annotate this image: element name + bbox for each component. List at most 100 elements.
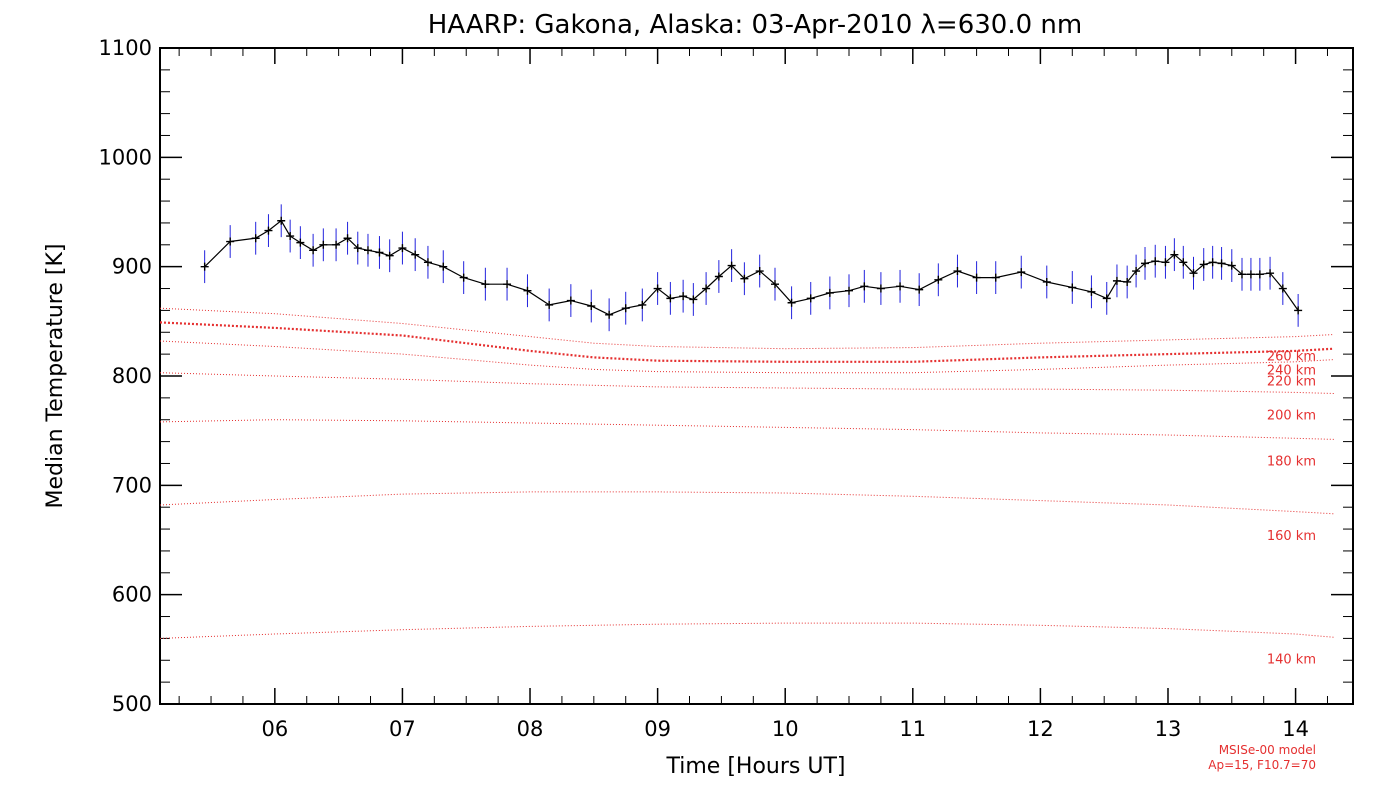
chart-title: HAARP: Gakona, Alaska: 03-Apr-2010 λ=630…: [428, 10, 1082, 40]
data-point: [296, 238, 305, 247]
data-point: [319, 240, 328, 249]
data-point: [1217, 259, 1226, 268]
x-tick-label: 10: [772, 717, 799, 741]
data-point: [1123, 277, 1132, 286]
x-tick-label: 08: [517, 717, 544, 741]
data-point: [972, 273, 981, 282]
x-axis-label: Time [Hours UT]: [666, 754, 846, 779]
data-point: [1199, 260, 1208, 269]
x-tick-label: 14: [1282, 717, 1309, 741]
data-point: [896, 282, 905, 291]
data-point: [1087, 287, 1096, 296]
data-point: [1151, 257, 1160, 266]
data-point: [503, 280, 512, 289]
data-point: [309, 246, 318, 255]
plot-frame: [159, 47, 1354, 705]
data-point: [411, 250, 420, 259]
model-note-line1: MSISe-00 model: [1219, 743, 1316, 757]
model-curve: [159, 622, 1334, 639]
data-point: [1112, 276, 1121, 285]
data-point: [1170, 250, 1179, 259]
data-point: [363, 246, 372, 255]
data-point: [1246, 270, 1255, 279]
y-tick-label: 600: [112, 583, 152, 607]
data-point: [385, 251, 394, 260]
data-point: [638, 300, 647, 309]
data-point: [566, 296, 575, 305]
data-point: [1227, 261, 1236, 270]
model-curve-label: 260 km: [1267, 349, 1316, 364]
y-tick-label: 700: [112, 473, 152, 497]
model-curve-label: 160 km: [1267, 529, 1316, 544]
model-curve: [159, 340, 1334, 374]
data-point: [934, 275, 943, 284]
data-point: [679, 292, 688, 301]
model-curve: [159, 307, 1334, 350]
data-point: [1255, 270, 1264, 279]
data-point: [523, 286, 532, 295]
model-curve: [159, 372, 1334, 394]
data-point: [1237, 270, 1246, 279]
model-curve-label: 240 km: [1267, 364, 1316, 379]
x-tick-label: 07: [389, 717, 416, 741]
data-point: [825, 288, 834, 297]
data-point: [1179, 258, 1188, 267]
x-tick-label: 09: [644, 717, 671, 741]
y-tick-label: 1100: [99, 36, 152, 60]
y-tick-label: 1000: [99, 145, 152, 169]
data-point: [1208, 258, 1217, 267]
data-point: [1189, 269, 1198, 278]
data-point: [876, 284, 885, 293]
data-point: [1294, 306, 1303, 315]
model-curve-label: 220 km: [1267, 375, 1316, 390]
data-point: [860, 282, 869, 291]
data-point: [1132, 267, 1141, 276]
data-point: [375, 248, 384, 257]
data-point: [666, 294, 675, 303]
data-point: [621, 304, 630, 313]
x-tick-label: 11: [899, 717, 926, 741]
y-tick-label: 500: [112, 692, 152, 716]
data-point: [605, 310, 614, 319]
data-point: [1068, 283, 1077, 292]
data-point: [226, 237, 235, 246]
model-note-line2: Ap=15, F10.7=70: [1208, 758, 1316, 772]
data-point: [771, 280, 780, 289]
data-point: [702, 284, 711, 293]
data-point: [459, 273, 468, 282]
data-point: [689, 295, 698, 304]
axes: 06 07 08 09 10 11 12 13 14 500 600 700 800 900 1000 110…: [99, 36, 1353, 741]
data-point: [200, 262, 209, 271]
y-tick-label: 800: [112, 364, 152, 388]
data-point: [398, 244, 407, 253]
data-point: [1266, 269, 1275, 278]
data-point: [587, 302, 596, 311]
data-point: [343, 234, 352, 243]
data-point: [1161, 258, 1170, 267]
data-point: [353, 244, 362, 253]
model-curve: [159, 491, 1334, 515]
data-series: [200, 204, 1303, 332]
data-point: [991, 273, 1000, 282]
data-point: [439, 262, 448, 271]
data-point: [251, 234, 260, 243]
data-point: [727, 261, 736, 270]
data-point: [332, 240, 341, 249]
model-curve-label: 200 km: [1267, 408, 1316, 423]
data-point: [286, 232, 295, 241]
data-point: [264, 226, 273, 235]
data-point: [1017, 268, 1026, 277]
model-curve: [159, 321, 1334, 363]
x-tick-label: 13: [1155, 717, 1182, 741]
y-tick-label: 900: [112, 255, 152, 279]
data-point: [423, 258, 432, 267]
data-point: [1042, 277, 1051, 286]
data-point: [277, 216, 286, 225]
model-curve-label: 140 km: [1267, 652, 1316, 667]
data-point: [1141, 259, 1150, 268]
model-curve: [159, 419, 1334, 440]
data-point: [1102, 294, 1111, 303]
model-curve-label: 180 km: [1267, 454, 1316, 469]
